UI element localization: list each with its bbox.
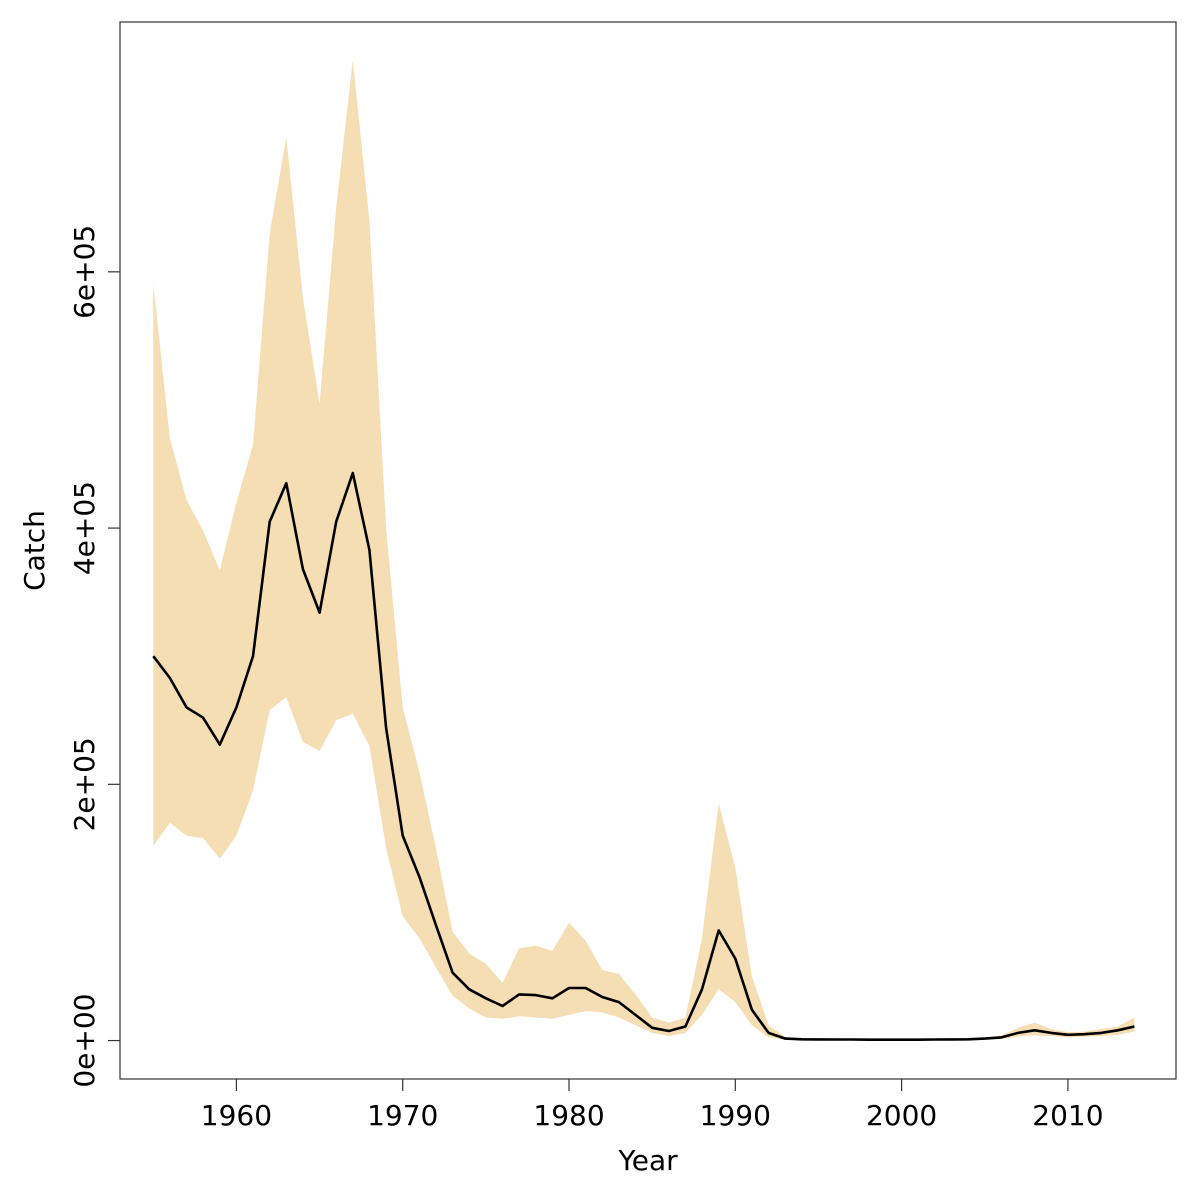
x-axis-label: Year bbox=[617, 1144, 678, 1177]
x-tick-label: 2000 bbox=[866, 1099, 937, 1132]
x-tick-label: 1970 bbox=[367, 1099, 438, 1132]
y-axis-label: Catch bbox=[18, 510, 51, 591]
median-catch-line bbox=[152, 471, 1135, 1041]
y-axis: 0e+00 2e+05 4e+05 6e+05 bbox=[68, 225, 120, 1088]
x-tick-label: 1980 bbox=[533, 1099, 604, 1132]
y-tick-label: 4e+05 bbox=[68, 481, 101, 575]
x-tick-label: 1960 bbox=[201, 1099, 272, 1132]
median-line-layer bbox=[152, 471, 1135, 1041]
confidence-band bbox=[153, 60, 1135, 1041]
y-tick-label: 2e+05 bbox=[68, 737, 101, 831]
confidence-band-layer bbox=[153, 60, 1135, 1041]
plot-frame bbox=[119, 21, 1177, 1080]
y-tick-label: 0e+00 bbox=[68, 993, 101, 1087]
x-axis: 1960 1970 1980 1990 2000 2010 bbox=[201, 1079, 1104, 1132]
x-tick-label: 2010 bbox=[1032, 1099, 1103, 1132]
x-tick-label: 1990 bbox=[700, 1099, 771, 1132]
y-tick-label: 6e+05 bbox=[68, 225, 101, 319]
